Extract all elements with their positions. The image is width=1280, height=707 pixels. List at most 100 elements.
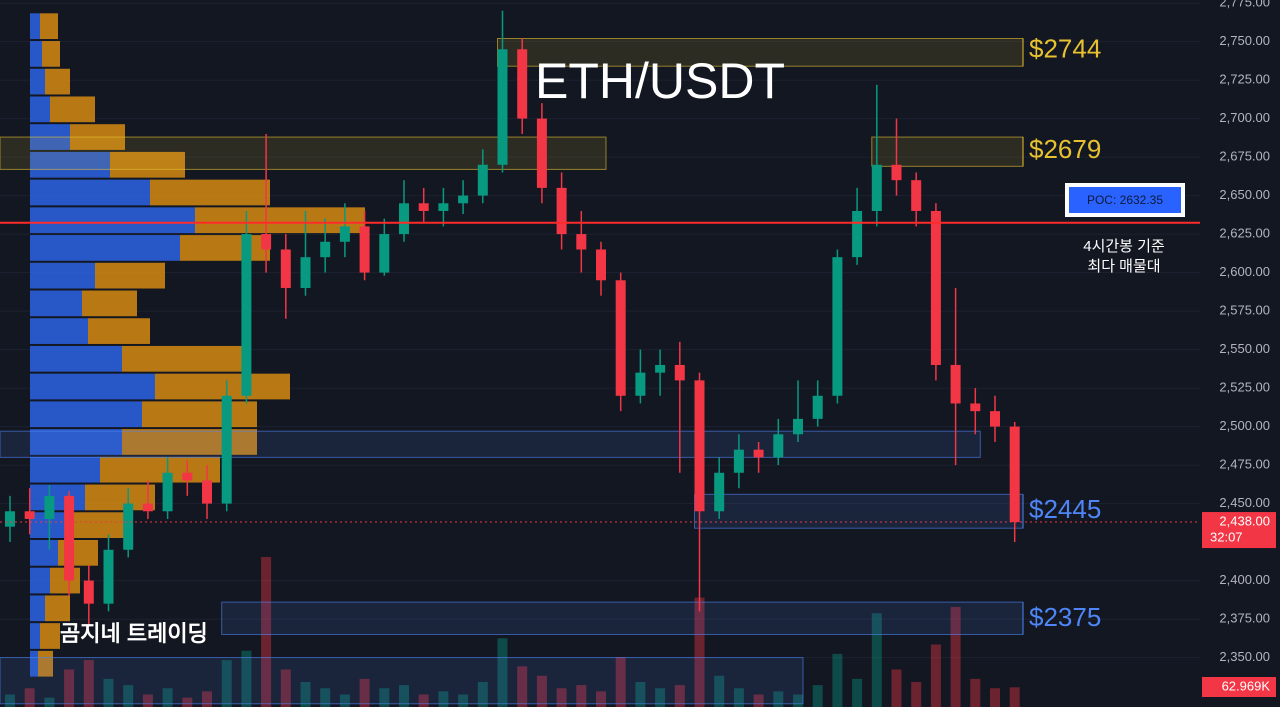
- profile-buy: [30, 429, 122, 455]
- chart-title: ETH/USDT: [535, 53, 785, 109]
- volume-bar: [182, 697, 193, 707]
- zone: [0, 136, 607, 170]
- volume-bar: [536, 675, 547, 707]
- volume-bar: [655, 688, 666, 707]
- zone: [0, 430, 981, 458]
- profile-buy: [30, 567, 50, 594]
- candle-body: [477, 164, 488, 196]
- countdown: 32:07: [1210, 529, 1243, 544]
- volume-bar: [596, 691, 606, 707]
- candle-body: [812, 395, 823, 419]
- candle-body: [536, 118, 547, 188]
- volume-bar: [773, 691, 784, 707]
- profile-buy: [30, 151, 110, 178]
- y-tick-label: 2,575.00: [1219, 303, 1270, 318]
- volume-bar: [576, 685, 587, 707]
- profile-buy: [30, 318, 88, 344]
- candle-body: [399, 203, 409, 235]
- volume-bar: [261, 557, 272, 707]
- y-tick-label: 2,775.00: [1219, 0, 1270, 10]
- profile-buy: [30, 179, 150, 206]
- profile-sell: [58, 539, 98, 566]
- poc-note: 최다 매물대: [1087, 258, 1160, 275]
- volume-bar: [64, 669, 75, 707]
- volume-bar: [930, 644, 941, 707]
- y-tick-label: 2,400.00: [1219, 572, 1270, 587]
- volume-bar: [950, 607, 961, 707]
- volume-bar: [379, 688, 390, 707]
- volume-bar: [359, 678, 370, 707]
- candle-body: [497, 49, 508, 165]
- profile-sell: [50, 96, 95, 123]
- candle-body: [339, 226, 350, 242]
- y-tick-label: 2,450.00: [1219, 495, 1270, 510]
- volume-bar: [497, 638, 508, 707]
- profile-sell: [142, 401, 257, 428]
- candle-body: [517, 49, 528, 119]
- y-tick-label: 2,625.00: [1219, 226, 1270, 241]
- candle-body: [64, 495, 75, 581]
- candle-body: [753, 449, 764, 458]
- profile-buy: [30, 235, 180, 261]
- candle-body: [596, 249, 606, 281]
- volume-bar: [1009, 687, 1020, 707]
- profile-buy: [30, 484, 85, 511]
- volume-bar: [477, 682, 488, 707]
- profile-sell: [122, 429, 257, 455]
- candle-body: [793, 418, 803, 435]
- volume-bar: [339, 694, 350, 707]
- candle-body: [576, 234, 587, 250]
- zone: [0, 657, 804, 705]
- y-tick-label: 2,700.00: [1219, 110, 1270, 125]
- volume-label: 62.969K: [1222, 678, 1271, 693]
- candle-body: [635, 372, 646, 396]
- volume-bar: [320, 688, 331, 707]
- volume-bar: [852, 678, 863, 707]
- poc-note: 4시간봉 기준: [1083, 238, 1165, 255]
- candle-body: [162, 472, 173, 512]
- y-tick-label: 2,500.00: [1219, 418, 1270, 433]
- volume-bar: [871, 613, 882, 707]
- candle-body: [674, 364, 685, 381]
- volume-bar: [418, 694, 429, 707]
- volume-bar: [44, 697, 55, 707]
- volume-bar: [733, 688, 744, 707]
- candle-body: [379, 234, 390, 273]
- profile-sell: [150, 179, 270, 206]
- profile-buy: [30, 290, 82, 317]
- candle-body: [221, 395, 232, 504]
- volume-bar: [793, 694, 803, 707]
- profile-sell: [70, 512, 125, 538]
- y-tick-label: 2,725.00: [1219, 72, 1270, 87]
- volume-bar: [517, 666, 528, 707]
- candle-body: [655, 364, 666, 373]
- volume-bar: [694, 597, 705, 707]
- y-tick-label: 2,475.00: [1219, 457, 1270, 472]
- y-tick-label: 2,375.00: [1219, 611, 1270, 626]
- candle-body: [694, 380, 705, 512]
- candle-body: [5, 511, 15, 527]
- volume-bar: [300, 682, 311, 707]
- candle-body: [280, 249, 291, 288]
- price-label: 2,438.00: [1219, 513, 1270, 528]
- candle-body: [852, 210, 863, 258]
- volume-bar: [399, 685, 409, 707]
- candle-body: [950, 364, 961, 404]
- candle-body: [891, 164, 902, 181]
- volume-bar: [556, 688, 567, 707]
- volume-bar: [970, 678, 981, 707]
- candle-body: [24, 511, 35, 519]
- volume-bar: [812, 685, 823, 707]
- candle-body: [438, 203, 449, 211]
- candle-body: [261, 234, 272, 250]
- profile-sell: [155, 373, 290, 400]
- candle-body: [970, 403, 981, 412]
- profile-buy: [30, 456, 100, 483]
- y-tick-label: 2,550.00: [1219, 341, 1270, 356]
- volume-bar: [438, 691, 449, 707]
- y-tick-label: 2,750.00: [1219, 33, 1270, 48]
- profile-sell: [100, 456, 220, 483]
- volume-bar: [5, 694, 15, 707]
- profile-buy: [30, 96, 50, 123]
